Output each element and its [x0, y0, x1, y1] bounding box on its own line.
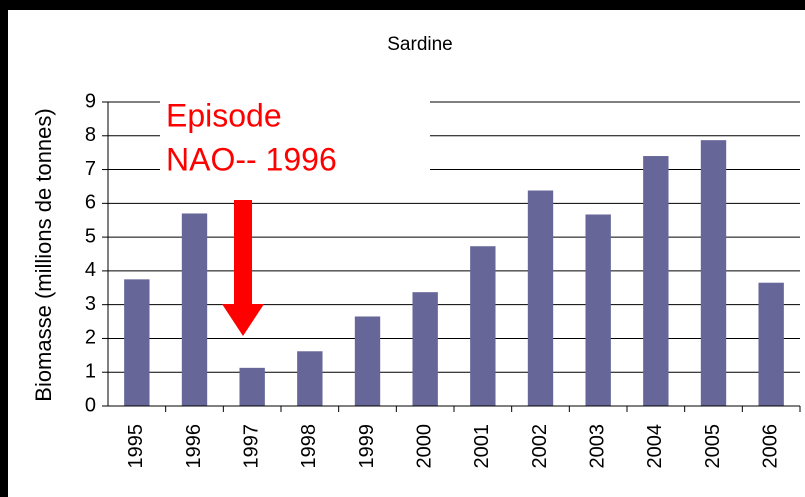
bar [412, 292, 438, 406]
y-axis-label: Biomasse (millions de tonnes) [31, 108, 56, 401]
annotation: NAO-- 1996 [166, 141, 337, 177]
bar [470, 246, 496, 406]
y-tick-label: 7 [85, 158, 96, 180]
x-tick-label: 2006 [759, 424, 781, 469]
y-tick-label: 5 [85, 225, 96, 247]
annotation: Episode [166, 97, 282, 133]
bar [585, 214, 611, 406]
x-tick-label: 2000 [413, 424, 435, 469]
x-tick-label: 1998 [298, 424, 320, 469]
bar [239, 367, 265, 406]
arrow-shaft [234, 200, 252, 304]
arrow-head [222, 304, 264, 336]
y-tick-label: 3 [85, 293, 96, 315]
chart-title: Sardine [387, 34, 453, 55]
y-tick-label: 8 [85, 124, 96, 146]
y-tick-label: 4 [85, 259, 96, 281]
x-tick-label: 2001 [471, 424, 493, 469]
y-tick-label: 0 [85, 394, 96, 416]
x-tick-label: 2005 [702, 424, 724, 469]
bar [354, 316, 381, 406]
y-tick-label: 2 [85, 327, 96, 349]
bar [527, 190, 554, 406]
chart-background [8, 10, 805, 497]
bar [758, 282, 784, 406]
y-tick-label: 1 [85, 361, 96, 383]
x-tick-label: 2002 [529, 424, 551, 469]
annotation-background [160, 88, 430, 188]
bar [700, 140, 727, 406]
x-tick-label: 2004 [644, 424, 666, 469]
bar [643, 156, 669, 406]
x-tick-label: 1997 [240, 424, 262, 469]
x-tick-label: 1995 [125, 424, 147, 469]
bar [297, 351, 323, 406]
x-tick-label: 2003 [586, 424, 608, 469]
x-tick-label: 1999 [356, 424, 378, 469]
y-tick-label: 6 [85, 192, 96, 214]
x-tick-label: 1996 [183, 424, 205, 469]
bar [124, 279, 150, 406]
y-tick-label: 9 [85, 90, 96, 112]
bar [181, 213, 208, 406]
